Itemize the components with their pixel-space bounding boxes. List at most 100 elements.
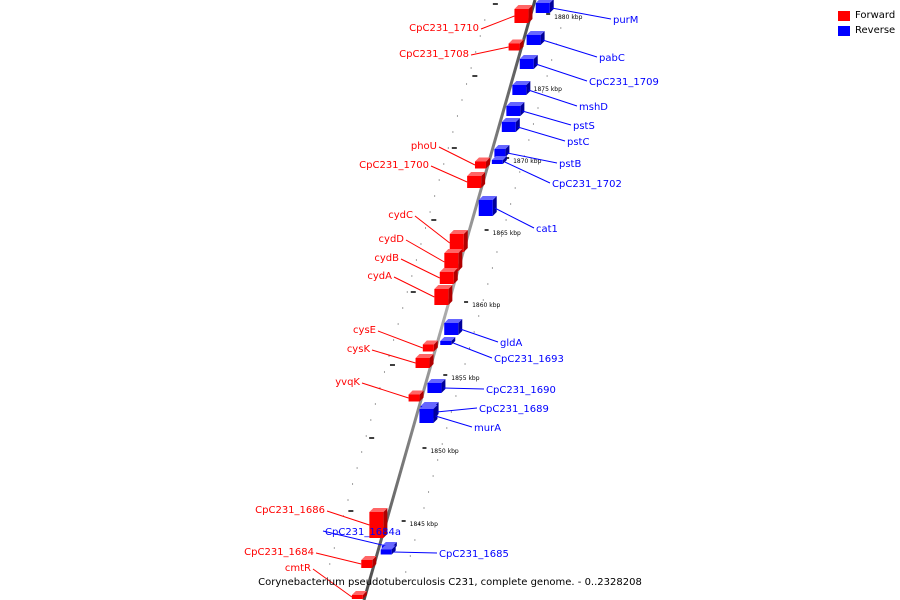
gene-block-top: [369, 508, 388, 512]
gene-block-top: [422, 340, 438, 345]
gene-label: yvqK: [335, 377, 360, 388]
gene-leader-line: [494, 207, 535, 229]
gene-leader-line: [517, 126, 566, 142]
legend-forward: Forward: [838, 8, 895, 23]
gene-leader-line: [393, 276, 435, 298]
gene-block-side: [429, 354, 434, 368]
scale-label: 1850 kbp: [430, 448, 458, 455]
gene-label: mshD: [579, 102, 608, 113]
gene-label: cysK: [347, 344, 371, 355]
gene-leader-line: [542, 39, 598, 58]
gene-block: [512, 85, 527, 95]
gene-block-side: [528, 5, 533, 23]
genome-caption: Corynebacterium pseudotuberculosis C231,…: [258, 577, 642, 588]
gene-cysE: cysE: [353, 325, 438, 352]
gene-block: [427, 383, 442, 393]
gene-block-side: [458, 319, 463, 335]
scale-label: 1845 kbp: [410, 521, 438, 528]
gene-block-side: [492, 196, 497, 216]
scale-label: 1865 kbp: [493, 230, 521, 237]
gene-block-side: [520, 102, 525, 116]
gene-block-side: [485, 157, 490, 169]
gene-label: cat1: [536, 224, 558, 235]
gene-block-top: [526, 31, 545, 35]
gene-block-top: [440, 337, 456, 341]
gene-block: [422, 344, 434, 352]
gene-block-side: [451, 337, 456, 345]
gene-cat1: cat1: [478, 196, 558, 235]
gene-block-top: [508, 39, 524, 44]
gene-leader-line: [315, 552, 362, 565]
gene-block-top: [478, 196, 497, 200]
gene-features: purM CpC231_1710 pabC CpC231_1708 CpC231_170…: [244, 0, 659, 599]
gene-block-top: [351, 591, 367, 595]
legend-forward-label: Forward: [855, 10, 896, 21]
gene-block-top: [444, 249, 463, 253]
gene-gldA: gldA: [444, 319, 522, 349]
gene-leader-line: [361, 382, 409, 399]
gene-block-side: [458, 249, 463, 271]
gene-block-side: [526, 81, 531, 95]
gene-block: [351, 595, 363, 599]
gene-block-top: [415, 354, 434, 358]
gene-leader-line: [551, 7, 612, 20]
gene-block: [444, 323, 459, 335]
gene-label: CpC231_1684a: [325, 527, 401, 538]
gene-leader-line: [507, 152, 558, 164]
gene-label: phoU: [411, 141, 437, 152]
gene-cydC: cydC: [388, 210, 468, 252]
legend-reverse-swatch: [838, 25, 850, 36]
gene-block: [526, 35, 541, 45]
gene-pstS: pstS: [506, 102, 595, 132]
gene-CpC231_1684: CpC231_1684: [244, 547, 377, 568]
gene-block-side: [453, 268, 458, 284]
gene-block-top: [514, 5, 533, 9]
gene-leader-line: [326, 510, 370, 526]
gene-block-top: [380, 545, 396, 550]
legend-reverse-label: Reverse: [855, 25, 896, 36]
gene-block-top: [474, 157, 490, 162]
gene-leader-line: [322, 530, 395, 549]
gene-block-side: [448, 285, 453, 305]
gene-mshD: mshD: [512, 81, 608, 113]
gene-murA: murA: [419, 405, 501, 434]
gene-block-top: [419, 405, 438, 409]
gene-leader-line: [438, 146, 476, 166]
gene-block: [467, 176, 482, 188]
gene-block: [408, 394, 420, 402]
gene-label: pstB: [559, 159, 581, 170]
gene-block-side: [433, 340, 438, 352]
gene-leader-line: [436, 407, 478, 413]
gene-block: [501, 122, 516, 132]
gene-cydA: cydA: [367, 271, 453, 305]
gene-CpC231_1708: CpC231_1708: [399, 39, 524, 60]
gene-label: CpC231_1702: [552, 179, 622, 190]
gene-block: [491, 160, 503, 164]
gene-label: pstC: [567, 137, 589, 148]
scale-label: 1875 kbp: [534, 86, 562, 93]
gene-leader-line: [405, 239, 445, 263]
gene-block-top: [519, 55, 538, 59]
gene-CpC231_1693: CpC231_1693: [440, 337, 564, 365]
gene-block: [508, 43, 520, 51]
gene-block-side: [481, 172, 486, 188]
gene-label: CpC231_1689: [479, 404, 549, 415]
gene-label: CpC231_1690: [486, 385, 556, 396]
legend-reverse: Reverse: [838, 23, 895, 38]
scale-label: 1870 kbp: [513, 158, 541, 165]
gene-block-top: [449, 230, 468, 234]
gene-block: [419, 409, 434, 423]
gene-leader-line: [377, 330, 423, 349]
gene-leader-line: [504, 161, 551, 184]
gene-block-top: [361, 556, 377, 560]
gene-leader-line: [535, 63, 588, 82]
gene-block-side: [540, 31, 545, 45]
gene-block-top: [444, 319, 463, 323]
gene-pabC: pabC: [526, 31, 625, 64]
gene-block-side: [519, 39, 524, 51]
gene-cydB: cydB: [374, 253, 458, 284]
gene-cysK: cysK: [347, 344, 434, 368]
gene-label: purM: [613, 15, 638, 26]
